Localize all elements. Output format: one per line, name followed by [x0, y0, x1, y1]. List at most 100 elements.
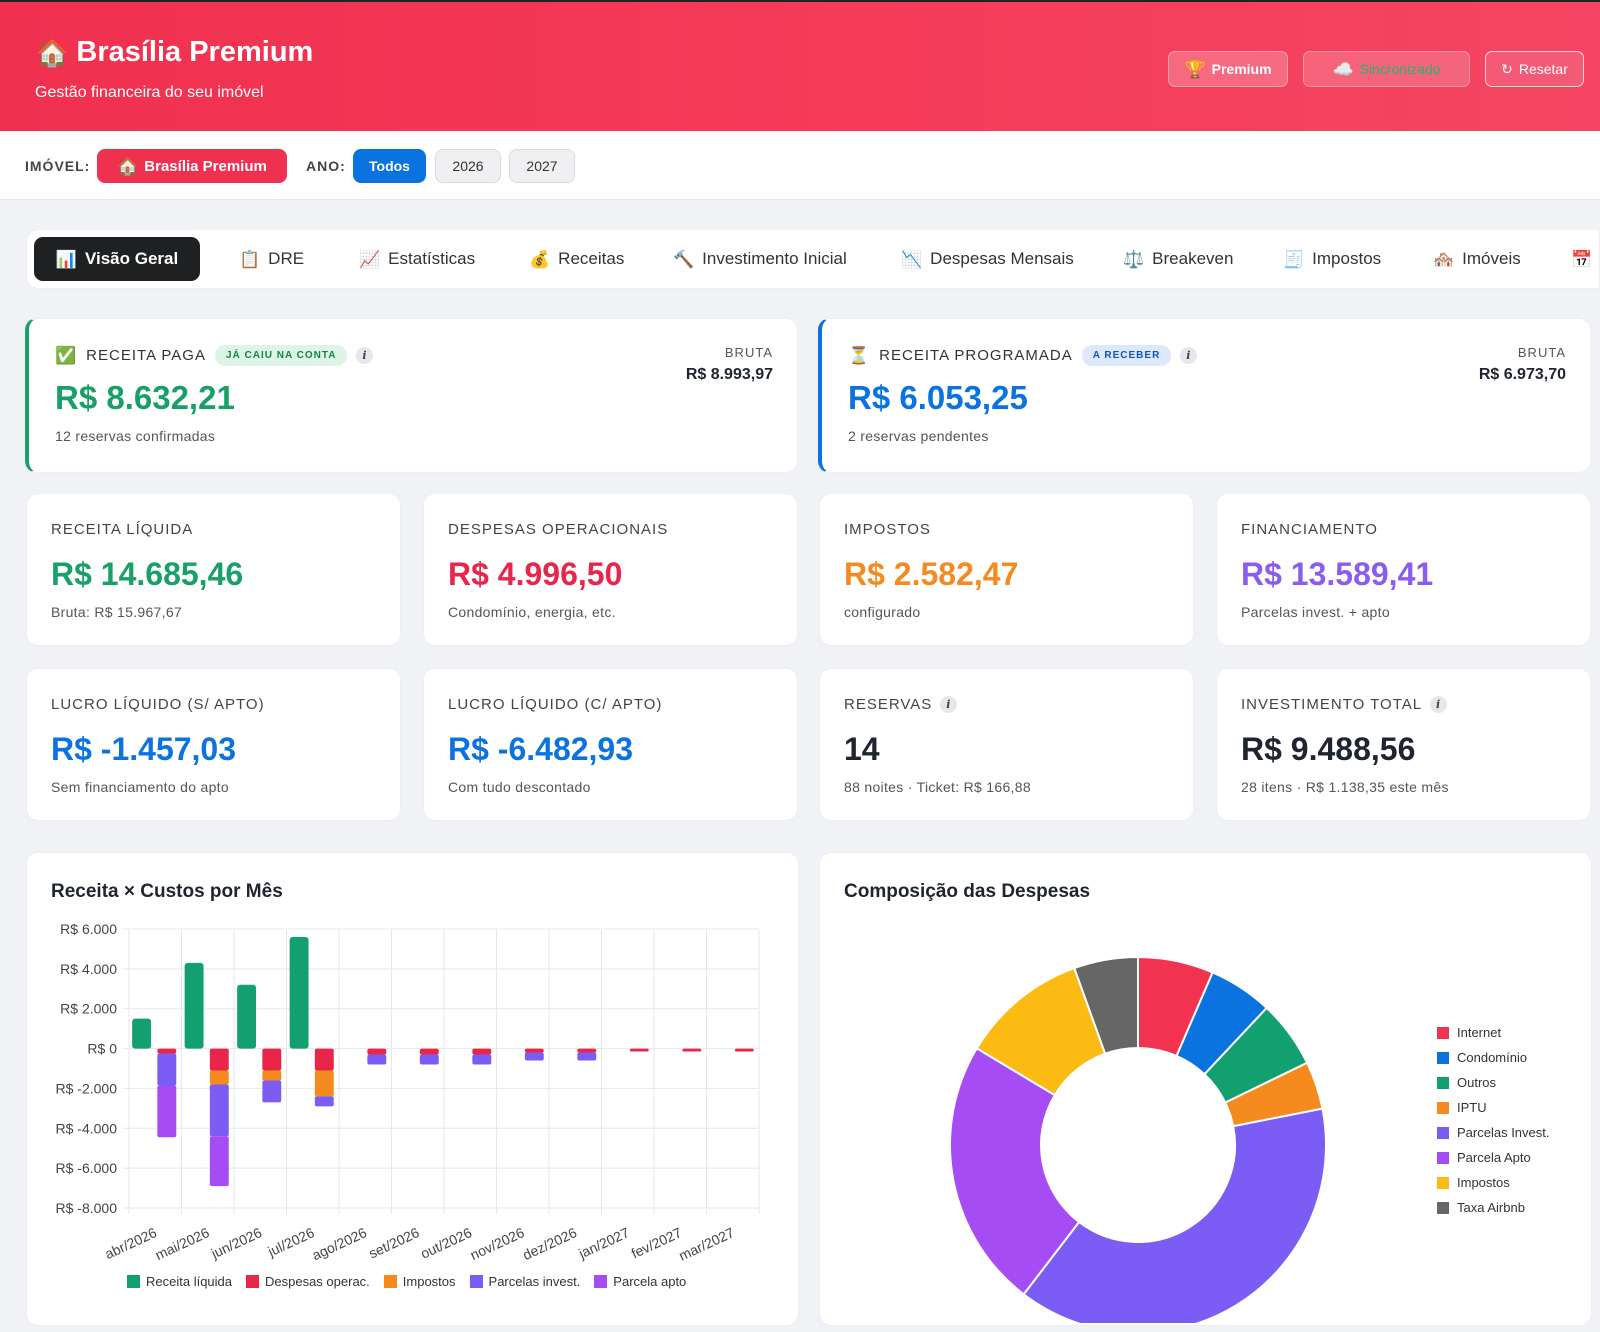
app-subtitle: Gestão financeira do seu imóvel [35, 84, 264, 101]
tab-visao-geral[interactable]: 📊 Visão Geral [34, 237, 200, 281]
tab-label: Estatísticas [388, 249, 476, 268]
tab-overflow[interactable]: 📅 [1555, 237, 1599, 281]
legend-item[interactable]: Receita líquida [127, 1274, 232, 1289]
legend-swatch [127, 1275, 140, 1288]
premium-label: Premium [1211, 61, 1272, 77]
stat-card-receita-liquida: RECEITA LÍQUIDA R$ 14.685,46 Bruta: R$ 1… [26, 493, 401, 646]
info-icon[interactable]: i [1430, 696, 1448, 713]
bruta-value: R$ 6.973,70 [1478, 366, 1566, 383]
bar [157, 1053, 177, 1086]
stat-value: R$ -6.482,93 [448, 731, 634, 767]
tab-estatisticas[interactable]: 📈 Estatísticas [343, 237, 491, 281]
stat-value: R$ -1.457,03 [51, 731, 237, 767]
legend-label: Parcelas Invest. [1457, 1125, 1550, 1140]
y-tick-label: R$ 0 [87, 1041, 117, 1057]
reset-button[interactable]: ↻ Resetar [1485, 51, 1584, 87]
year-todos-button[interactable]: Todos [353, 149, 426, 183]
y-tick-label: R$ -4.000 [56, 1120, 118, 1136]
y-tick-label: R$ 6.000 [60, 921, 117, 937]
filter-bar: IMÓVEL: 🏠 Brasília Premium ANO: Todos 20… [0, 131, 1600, 200]
legend-item[interactable]: Parcelas invest. [469, 1274, 581, 1289]
stat-value: R$ 4.996,50 [448, 556, 623, 592]
y-tick-label: R$ -8.000 [56, 1200, 118, 1216]
legend-item[interactable]: Internet [1437, 1020, 1550, 1045]
stat-label: IMPOSTOS [844, 521, 931, 538]
legend-item[interactable]: Parcela Apto [1437, 1145, 1550, 1170]
donut-slice [1022, 1107, 1327, 1323]
cloud-icon: ☁️ [1332, 59, 1354, 79]
premium-button[interactable]: 🏆 Premium [1168, 51, 1288, 87]
stat-sub: Sem financiamento do apto [51, 779, 229, 795]
info-icon[interactable]: i [940, 696, 958, 713]
tab-dre[interactable]: 📋 DRE [223, 237, 320, 281]
stat-sub: Parcelas invest. + apto [1241, 604, 1390, 620]
legend-label: Parcela Apto [1457, 1150, 1531, 1165]
bar [472, 1048, 492, 1055]
property-selector[interactable]: 🏠 Brasília Premium [97, 149, 287, 183]
legend-item[interactable]: Condomínio [1437, 1045, 1550, 1070]
bar [577, 1052, 597, 1061]
legend-item[interactable]: Impostos [383, 1274, 456, 1289]
year-filter-label: ANO: [306, 158, 346, 174]
tab-receitas[interactable]: 💰 Receitas [513, 237, 640, 281]
tab-imoveis[interactable]: 🏘️ Imóveis [1417, 237, 1537, 281]
legend-swatch [1437, 1201, 1449, 1214]
property-selector-label: Brasília Premium [144, 157, 267, 175]
stat-value: R$ 9.488,56 [1241, 731, 1416, 767]
sync-button[interactable]: ☁️ Sincronizado [1303, 51, 1470, 87]
bar [157, 1048, 177, 1054]
tab-breakeven[interactable]: ⚖️ Breakeven [1107, 237, 1249, 281]
reset-icon: ↻ [1501, 60, 1513, 77]
receita-programada-header: ⏳ RECEITA PROGRAMADA A RECEBER i [848, 345, 1198, 366]
stat-label: RECEITA LÍQUIDA [51, 521, 194, 538]
stat-value: R$ 14.685,46 [51, 556, 244, 592]
legend-swatch [1437, 1051, 1449, 1064]
legend-swatch [383, 1275, 397, 1288]
legend-label: Parcelas invest. [488, 1274, 581, 1289]
bar [237, 984, 257, 1049]
donut-slice [949, 1046, 1081, 1296]
bruta-value: R$ 8.993,97 [685, 366, 773, 383]
bar [209, 1084, 229, 1137]
legend-item[interactable]: Impostos [1437, 1170, 1550, 1195]
x-tick-label: ago/2026 [309, 1224, 369, 1263]
stat-label: DESPESAS OPERACIONAIS [448, 521, 669, 538]
main-tabs: 📊 Visão Geral 📋 DRE 📈 Estatísticas 💰 Rec… [26, 229, 1600, 289]
legend-item[interactable]: Outros [1437, 1070, 1550, 1095]
tab-label: Imóveis [1462, 249, 1521, 268]
stat-card-lucro-sem-apto: LUCRO LÍQUIDO (S/ APTO) R$ -1.457,03 Sem… [26, 668, 401, 821]
bar [314, 1096, 334, 1107]
trend-icon: 📈 [359, 249, 381, 269]
tab-label: Impostos [1312, 249, 1382, 268]
status-badge: A RECEBER [1081, 345, 1172, 366]
legend-item[interactable]: Taxa Airbnb [1437, 1195, 1550, 1220]
bar [367, 1054, 387, 1065]
chart-down-icon: 📉 [901, 249, 923, 269]
stat-label-row: RESERVAS i [844, 696, 958, 713]
info-icon[interactable]: i [1180, 347, 1198, 364]
info-icon[interactable]: i [356, 347, 374, 364]
legend-item[interactable]: Parcela apto [594, 1274, 686, 1289]
tab-despesas-mensais[interactable]: 📉 Despesas Mensais [885, 237, 1090, 281]
year-2026-button[interactable]: 2026 [435, 149, 501, 183]
stat-card-despesas-operacionais: DESPESAS OPERACIONAIS R$ 4.996,50 Condom… [423, 493, 798, 646]
stat-value: 14 [844, 731, 880, 767]
receita-paga-header: ✅ RECEITA PAGA JÁ CAIU NA CONTA i [55, 345, 374, 366]
stat-value: R$ 13.589,41 [1241, 556, 1434, 592]
tab-impostos[interactable]: 🧾 Impostos [1267, 237, 1397, 281]
legend-item[interactable]: IPTU [1437, 1095, 1550, 1120]
receita-paga-value: R$ 8.632,21 [55, 379, 235, 416]
year-2027-button[interactable]: 2027 [509, 149, 575, 183]
legend-swatch [594, 1275, 608, 1288]
bar [734, 1048, 754, 1052]
tab-label: Investimento Inicial [702, 249, 847, 268]
legend-item[interactable]: Parcelas Invest. [1437, 1120, 1550, 1145]
receipt-icon: 🧾 [1283, 249, 1305, 269]
legend-item[interactable]: Despesas operac. [246, 1274, 370, 1289]
tab-investimento-inicial[interactable]: 🔨 Investimento Inicial [657, 237, 863, 281]
stat-label: LUCRO LÍQUIDO (C/ APTO) [448, 696, 663, 713]
hourglass-icon: ⏳ [848, 346, 871, 365]
donut-slice [1073, 955, 1139, 1056]
legend-label: Condomínio [1457, 1050, 1528, 1065]
stat-sub: configurado [844, 604, 921, 620]
